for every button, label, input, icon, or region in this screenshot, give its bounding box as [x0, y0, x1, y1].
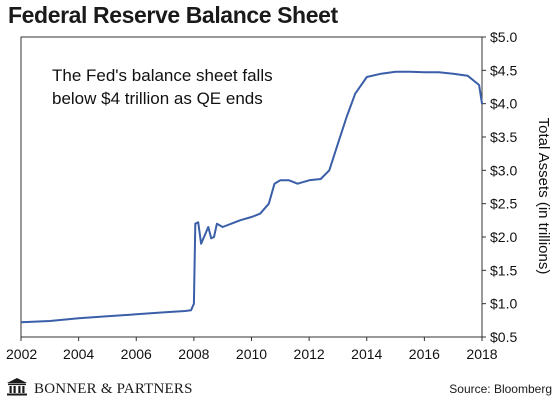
chart-title: Federal Reserve Balance Sheet	[8, 2, 338, 28]
brand-name: BONNER & PARTNERS	[34, 380, 193, 397]
x-tick-label: 2004	[63, 346, 94, 362]
source-note: Source: Bloomberg	[449, 382, 552, 396]
x-tick-label: 2008	[178, 346, 209, 362]
x-tick-label: 2006	[121, 346, 152, 362]
y-tick-label: $3.5	[490, 129, 517, 145]
y-tick-label: $4.0	[490, 96, 517, 112]
y-tick-label: $0.5	[490, 329, 517, 345]
brand-logo: BONNER & PARTNERS	[6, 377, 193, 402]
series-line-0	[20, 70, 483, 324]
building-columns-icon	[6, 377, 28, 402]
y-tick-label: $1.5	[490, 262, 517, 278]
y-axis-label: Total Assets (in trillions)	[535, 118, 552, 275]
x-tick-label: 2016	[409, 346, 440, 362]
x-tick-label: 2014	[351, 346, 382, 362]
y-tick-label: $5.0	[490, 29, 517, 45]
y-tick-label: $1.0	[490, 296, 517, 312]
y-tick-label: $2.5	[490, 196, 517, 212]
chart-annotation: The Fed's balance sheet falls below $4 t…	[52, 66, 273, 108]
y-tick-label: $2.0	[490, 229, 517, 245]
x-axis-tick-labels: 2002 2004 2006 2008 2010 2012 2014 2016 2018	[6, 337, 498, 362]
series-layer	[20, 70, 483, 324]
x-tick-label: 2010	[236, 346, 267, 362]
annotation-line-1: The Fed's balance sheet falls	[52, 66, 273, 85]
x-tick-label: 2002	[6, 346, 37, 362]
x-tick-label: 2012	[294, 346, 325, 362]
y-axis-tick-labels: $5.0 $4.5 $4.0 $3.5 $3.0 $2.5 $2.0 $1.5 $1.0 $0.5	[482, 29, 517, 345]
y-tick-label: $3.0	[490, 162, 517, 178]
x-tick-label: 2018	[466, 346, 497, 362]
y-tick-label: $4.5	[490, 62, 517, 78]
annotation-line-2: below $4 trillion as QE ends	[52, 89, 263, 108]
